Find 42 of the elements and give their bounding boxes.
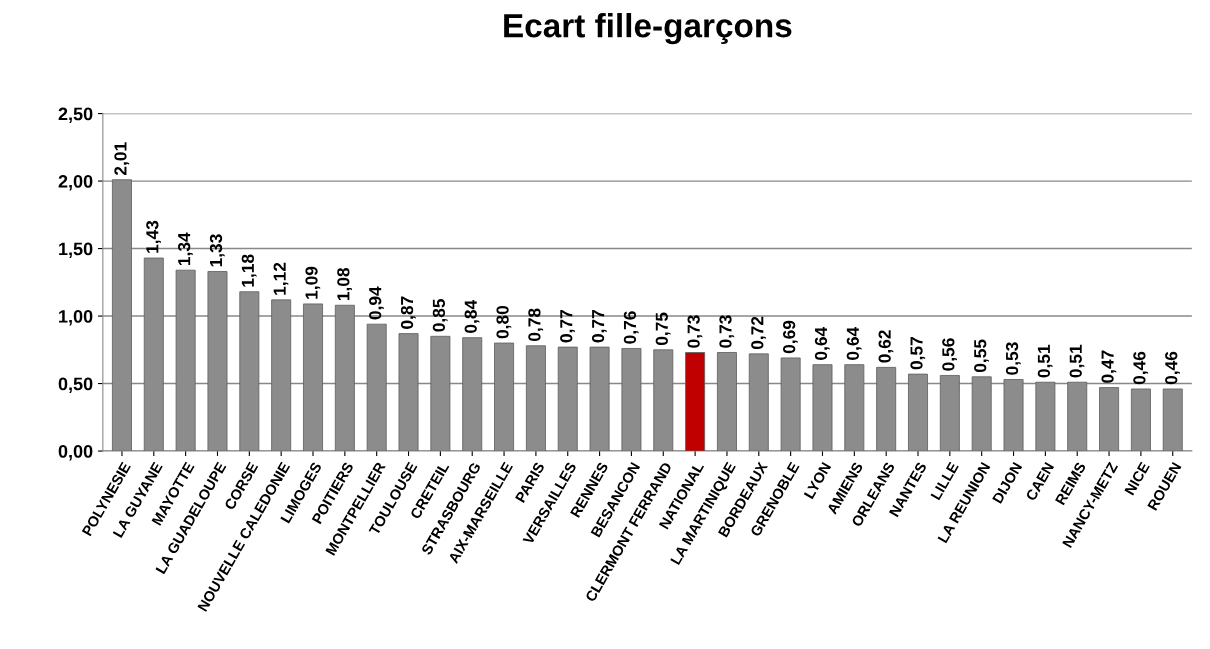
data-label: 0,51 [1037,344,1053,378]
data-label: 0,55 [974,339,989,373]
data-label: 0,69 [783,320,798,354]
data-label: 1,09 [305,266,321,299]
data-label: 0,46 [1165,351,1180,385]
y-tick-label: 1,00 [59,310,93,326]
data-label: 0,62 [878,330,894,363]
data-label: 0,85 [432,298,448,332]
data-label: 1,08 [337,267,353,301]
y-tick-label: 0,00 [58,444,93,461]
data-label: 1,12 [273,262,289,295]
data-label: 0,94 [369,286,384,320]
data-label: 0,80 [496,305,512,339]
data-label: 1,33 [209,234,225,267]
data-label: 0,77 [560,310,575,343]
data-label: 0,57 [910,337,926,370]
data-label: 0,78 [528,308,544,342]
bar [685,352,706,452]
data-label: 0,47 [1101,350,1117,383]
data-label: 0,77 [591,310,607,343]
data-label: 0,56 [942,338,958,371]
data-label: 1,43 [146,220,161,253]
chart-title: Ecart fille-garçons [504,13,792,45]
data-label: 0,75 [655,312,671,346]
y-tick-label: 1,50 [59,242,93,258]
y-tick-label: 0,50 [58,377,93,393]
data-label: 0,87 [400,296,416,329]
data-label: 1,34 [178,232,193,266]
data-label: 0,73 [687,315,703,348]
data-label: 2,01 [114,142,130,176]
data-label: 0,53 [1005,342,1021,375]
data-label: 0,73 [719,315,735,348]
data-label: 0,76 [623,311,639,344]
data-label: 0,46 [1133,351,1149,385]
data-label: 0,72 [751,316,766,350]
y-tick-label: 2,00 [58,175,93,191]
data-label: 1,18 [241,254,257,287]
data-label: 0,51 [1069,344,1085,378]
y-tick-label: 2,50 [58,107,93,123]
data-label: 0,84 [464,299,480,333]
data-label: 0,64 [846,326,862,360]
data-label: 0,64 [814,326,830,360]
